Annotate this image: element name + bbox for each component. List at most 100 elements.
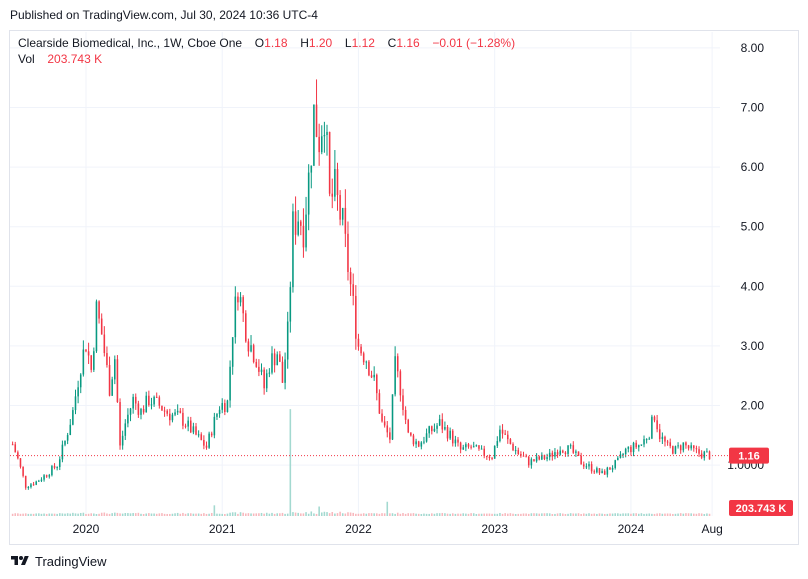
volume-bar: [174, 513, 176, 516]
low-label: L: [344, 36, 352, 50]
candle-body: [548, 452, 551, 458]
candle-body: [588, 464, 590, 467]
volume-bar: [603, 513, 606, 516]
volume-bar: [163, 513, 166, 516]
candle-body: [467, 444, 470, 447]
volume-bar: [679, 513, 682, 516]
volume-bar: [672, 513, 674, 516]
volume-bar: [289, 409, 292, 516]
volume-bar: [622, 513, 624, 516]
volume-bar: [22, 513, 24, 516]
volume-bar: [339, 511, 341, 516]
volume-value: 203.743 K: [47, 52, 103, 66]
candle-body: [559, 450, 561, 455]
candle-body: [218, 409, 221, 415]
high-label: H: [300, 36, 309, 50]
volume-bar: [693, 513, 695, 516]
candle-body: [315, 104, 318, 137]
candle-body: [349, 272, 352, 285]
candle-body: [470, 446, 472, 448]
candle-body: [239, 297, 242, 303]
volume-bar: [153, 513, 155, 516]
candle-body: [38, 480, 40, 482]
volume-bar: [43, 513, 45, 516]
candle-body: [336, 169, 339, 196]
volume-bar: [648, 513, 651, 516]
candle-body: [326, 131, 328, 136]
candle-body: [415, 441, 417, 445]
volume-bar: [525, 513, 527, 516]
volume-bar: [19, 513, 22, 516]
volume-bar: [315, 513, 318, 516]
candle-body: [305, 214, 307, 248]
volume-bar: [669, 513, 672, 516]
candle-body: [590, 464, 593, 472]
candle-body: [462, 447, 465, 450]
volume-bar: [493, 513, 496, 516]
volume-bar: [588, 513, 590, 516]
volume-bar: [501, 513, 504, 516]
candle-body: [404, 409, 407, 420]
candle-body: [192, 426, 195, 433]
candle-body: [627, 446, 630, 449]
volume-bar: [606, 513, 609, 516]
volume-bar: [318, 506, 320, 516]
volume-bar: [108, 513, 111, 516]
volume-bar: [300, 513, 302, 516]
candle-body: [17, 452, 19, 459]
candle-body: [150, 404, 153, 406]
candle-body: [643, 439, 645, 445]
volume-bar: [394, 513, 396, 516]
candle-body: [48, 475, 51, 477]
volume-bar: [58, 513, 61, 516]
candle-body: [24, 475, 27, 488]
candle-body: [45, 475, 48, 477]
volume-bar: [132, 513, 134, 516]
candle-body: [580, 455, 582, 465]
candle-body: [265, 373, 268, 389]
volume-row: Vol 203.743 K: [18, 51, 515, 67]
candle-body: [72, 410, 74, 425]
volume-bar: [336, 513, 339, 516]
volume-bar: [203, 513, 205, 516]
volume-bar: [245, 513, 247, 516]
volume-bar: [326, 512, 328, 516]
candle-body: [331, 193, 334, 197]
volume-bar: [85, 513, 87, 516]
volume-bar: [480, 513, 483, 516]
candle-body: [231, 337, 234, 367]
candle-body: [53, 466, 56, 468]
volume-bar: [389, 513, 391, 516]
volume-bar: [77, 513, 79, 516]
candle-body: [619, 454, 622, 458]
candle-body: [161, 405, 163, 411]
candle-body: [396, 356, 399, 372]
candle-body: [609, 467, 611, 470]
volume-bar: [575, 513, 577, 516]
candle-body: [499, 429, 501, 442]
symbol-title[interactable]: Clearside Biomedical, Inc., 1W, Cboe One: [18, 36, 243, 50]
volume-label[interactable]: Vol: [18, 52, 35, 66]
volume-bar: [454, 513, 457, 516]
volume-bar: [27, 513, 30, 516]
volume-bar: [226, 513, 229, 516]
volume-bar: [708, 513, 711, 516]
candle-body: [417, 441, 420, 447]
candle-body: [58, 459, 61, 468]
volume-bar: [658, 513, 661, 516]
candle-body: [562, 450, 564, 453]
volume-bar: [93, 513, 95, 516]
candle-body: [538, 456, 541, 460]
candle-body: [226, 400, 229, 412]
tradingview-footer[interactable]: TradingView: [10, 551, 107, 571]
candle-body: [213, 416, 216, 436]
volume-bar: [187, 513, 189, 516]
volume-bar: [564, 513, 567, 516]
candle-body: [614, 460, 616, 468]
volume-bar: [216, 513, 218, 516]
candle-body: [357, 338, 360, 347]
time-axis[interactable]: 2020 2021 2022 2023 2024 Aug: [73, 522, 723, 536]
candle-body: [700, 453, 703, 458]
